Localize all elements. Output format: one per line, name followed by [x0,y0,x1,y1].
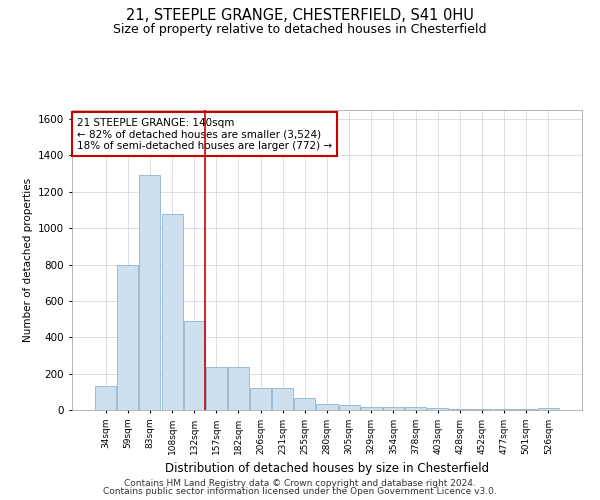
Text: Size of property relative to detached houses in Chesterfield: Size of property relative to detached ho… [113,22,487,36]
Bar [316,404,338,410]
Bar [515,409,536,410]
Bar [139,176,160,410]
Bar [338,406,359,410]
Bar [272,388,293,410]
X-axis label: Distribution of detached houses by size in Chesterfield: Distribution of detached houses by size … [165,462,489,475]
Bar [250,388,271,410]
Bar [184,321,205,410]
Bar [295,398,316,410]
Bar [449,409,470,410]
Y-axis label: Number of detached properties: Number of detached properties [23,178,32,342]
Bar [361,408,382,410]
Text: Contains public sector information licensed under the Open Government Licence v3: Contains public sector information licen… [103,487,497,496]
Bar [118,264,139,410]
Bar [383,408,404,410]
Text: 21 STEEPLE GRANGE: 140sqm
← 82% of detached houses are smaller (3,524)
18% of se: 21 STEEPLE GRANGE: 140sqm ← 82% of detac… [77,118,332,150]
Bar [95,386,116,410]
Bar [427,408,448,410]
Text: Contains HM Land Registry data © Crown copyright and database right 2024.: Contains HM Land Registry data © Crown c… [124,478,476,488]
Text: 21, STEEPLE GRANGE, CHESTERFIELD, S41 0HU: 21, STEEPLE GRANGE, CHESTERFIELD, S41 0H… [126,8,474,22]
Bar [228,368,249,410]
Bar [405,408,426,410]
Bar [494,409,515,410]
Bar [538,408,559,410]
Bar [161,214,182,410]
Bar [472,409,493,410]
Bar [206,368,227,410]
